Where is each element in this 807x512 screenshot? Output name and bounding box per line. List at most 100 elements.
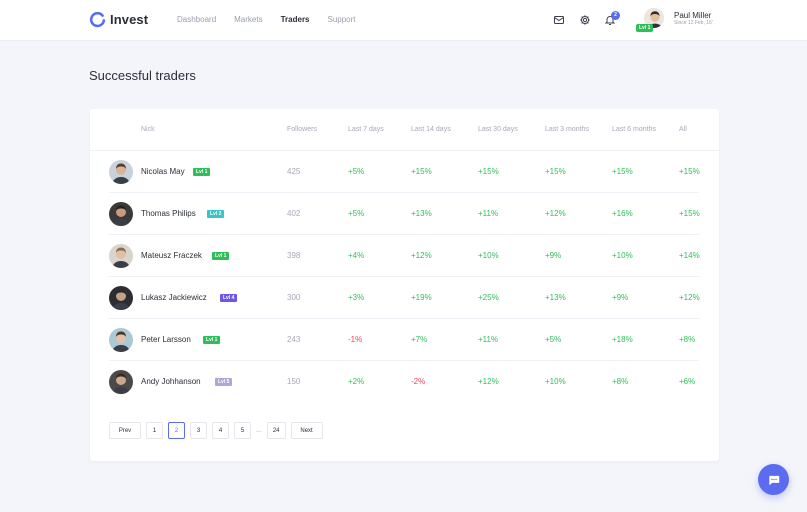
- pagination-page-3[interactable]: 3: [190, 422, 207, 439]
- change-last-7-days: +4%: [348, 251, 365, 260]
- change-last-30-days: +11%: [478, 209, 499, 218]
- trader-avatar[interactable]: [109, 160, 133, 184]
- trader-nick[interactable]: Thomas Philips: [141, 209, 196, 218]
- table-header: Nick Followers Last 7 days Last 14 days …: [90, 109, 719, 151]
- followers-count: 398: [287, 251, 301, 260]
- logo[interactable]: Invest: [89, 11, 148, 28]
- user-level-badge: Lvl 1: [636, 24, 654, 32]
- nav-support[interactable]: Support: [327, 15, 356, 24]
- column-header-followers[interactable]: Followers: [287, 126, 317, 133]
- nav-markets[interactable]: Markets: [234, 15, 263, 24]
- logo-icon: [89, 11, 106, 28]
- pagination-page-5[interactable]: 5: [234, 422, 251, 439]
- notification-count-badge: 2: [611, 11, 620, 20]
- nav-traders[interactable]: Traders: [280, 15, 310, 24]
- change-all: +8%: [679, 335, 696, 344]
- user-member-since: Since 12 Feb, 16': [674, 20, 713, 26]
- change-all: +12%: [679, 293, 700, 302]
- change-last-6-months: +15%: [612, 167, 633, 176]
- trader-level-badge: Lvl 1: [203, 336, 221, 344]
- pagination-next-button[interactable]: Next: [290, 422, 323, 439]
- user-avatar[interactable]: [643, 7, 665, 29]
- change-all: +15%: [679, 167, 700, 176]
- followers-count: 425: [287, 167, 301, 176]
- pagination-page-last[interactable]: 24: [266, 422, 286, 439]
- change-last-3-months: +13%: [545, 293, 566, 302]
- page-title: Successful traders: [89, 68, 196, 83]
- table-row[interactable]: Thomas Philips Lvl 2 402 +5% +13% +11% +12% +16…: [109, 193, 700, 235]
- pagination: Prev 1 2 3 4 5 ... 24 Next: [109, 422, 328, 439]
- pagination-prev-button[interactable]: Prev: [109, 422, 141, 439]
- change-last-7-days: -1%: [348, 335, 363, 344]
- settings-icon: [580, 15, 590, 25]
- trader-avatar[interactable]: [109, 286, 133, 310]
- change-last-7-days: +5%: [348, 167, 365, 176]
- settings-button[interactable]: [579, 14, 591, 26]
- logo-text: Invest: [110, 12, 149, 27]
- trader-nick[interactable]: Andy Johhanson: [141, 377, 201, 386]
- pagination-page-1[interactable]: 1: [146, 422, 163, 439]
- change-last-6-months: +10%: [612, 251, 633, 260]
- change-last-3-months: +12%: [545, 209, 566, 218]
- change-last-3-months: +15%: [545, 167, 566, 176]
- trader-avatar[interactable]: [109, 328, 133, 352]
- change-last-14-days: +12%: [411, 251, 432, 260]
- user-name[interactable]: Paul Miller: [674, 11, 712, 20]
- column-header-all[interactable]: All: [679, 126, 687, 133]
- column-header-last-6-months[interactable]: Last 6 months: [612, 126, 656, 133]
- table-row[interactable]: Nicolas May Lvl 1 425 +5% +15% +15% +15% +15% +1…: [109, 151, 700, 193]
- pagination-page-2[interactable]: 2: [168, 422, 185, 439]
- trader-level-badge: Lvl 1: [212, 252, 230, 260]
- change-last-7-days: +5%: [348, 209, 365, 218]
- change-last-14-days: +13%: [411, 209, 432, 218]
- change-last-30-days: +11%: [478, 335, 499, 344]
- table-row[interactable]: Peter Larsson Lvl 1 243 -1% +7% +11% +5% +18% +8…: [109, 319, 699, 361]
- followers-count: 402: [287, 209, 301, 218]
- trader-level-badge: Lvl 4: [220, 294, 238, 302]
- trader-nick[interactable]: Lukasz Jackiewicz: [141, 293, 207, 302]
- table-row[interactable]: Mateusz Fraczek Lvl 1 398 +4% +12% +10% +9% +10…: [109, 235, 700, 277]
- mail-icon: [554, 16, 564, 24]
- column-header-nick[interactable]: Nick: [141, 126, 155, 133]
- nav-dashboard[interactable]: Dashboard: [177, 15, 217, 24]
- trader-avatar[interactable]: [109, 202, 133, 226]
- change-last-6-months: +16%: [612, 209, 633, 218]
- change-all: +6%: [679, 377, 696, 386]
- followers-count: 243: [287, 335, 301, 344]
- change-last-6-months: +8%: [612, 377, 629, 386]
- change-last-30-days: +12%: [478, 377, 499, 386]
- column-header-last-7-days[interactable]: Last 7 days: [348, 126, 384, 133]
- change-all: +15%: [679, 209, 700, 218]
- change-last-3-months: +9%: [545, 251, 562, 260]
- trader-avatar[interactable]: [109, 370, 133, 394]
- trader-nick[interactable]: Nicolas May: [141, 167, 185, 176]
- change-last-7-days: +3%: [348, 293, 365, 302]
- change-last-30-days: +15%: [478, 167, 499, 176]
- change-last-3-months: +10%: [545, 377, 566, 386]
- column-header-last-14-days[interactable]: Last 14 days: [411, 126, 451, 133]
- change-last-6-months: +9%: [612, 293, 629, 302]
- change-last-14-days: +7%: [411, 335, 428, 344]
- table-row[interactable]: Andy Johhanson Lvl 5 150 +2% -2% +12% +10% +8% +…: [109, 361, 699, 403]
- column-header-last-30-days[interactable]: Last 30 days: [478, 126, 518, 133]
- chat-button[interactable]: [758, 464, 789, 495]
- change-last-30-days: +10%: [478, 251, 499, 260]
- change-all: +14%: [679, 251, 700, 260]
- followers-count: 150: [287, 377, 301, 386]
- mail-button[interactable]: [553, 14, 565, 26]
- pagination-page-4[interactable]: 4: [212, 422, 229, 439]
- trader-avatar[interactable]: [109, 244, 133, 268]
- change-last-6-months: +18%: [612, 335, 633, 344]
- chat-icon: [768, 475, 779, 485]
- change-last-30-days: +25%: [478, 293, 499, 302]
- column-header-last-3-months[interactable]: Last 3 months: [545, 126, 589, 133]
- trader-level-badge: Lvl 5: [215, 378, 233, 386]
- pagination-ellipsis: ...: [256, 427, 262, 434]
- main-nav: Dashboard Markets Traders Support: [177, 15, 374, 24]
- trader-nick[interactable]: Mateusz Fraczek: [141, 251, 202, 260]
- trader-nick[interactable]: Peter Larsson: [141, 335, 191, 344]
- table-row[interactable]: Lukasz Jackiewicz Lvl 4 300 +3% +19% +25% +13%…: [109, 277, 700, 319]
- change-last-3-months: +5%: [545, 335, 562, 344]
- top-bar: Invest Dashboard Markets Traders Support…: [0, 0, 807, 41]
- trader-level-badge: Lvl 2: [207, 210, 225, 218]
